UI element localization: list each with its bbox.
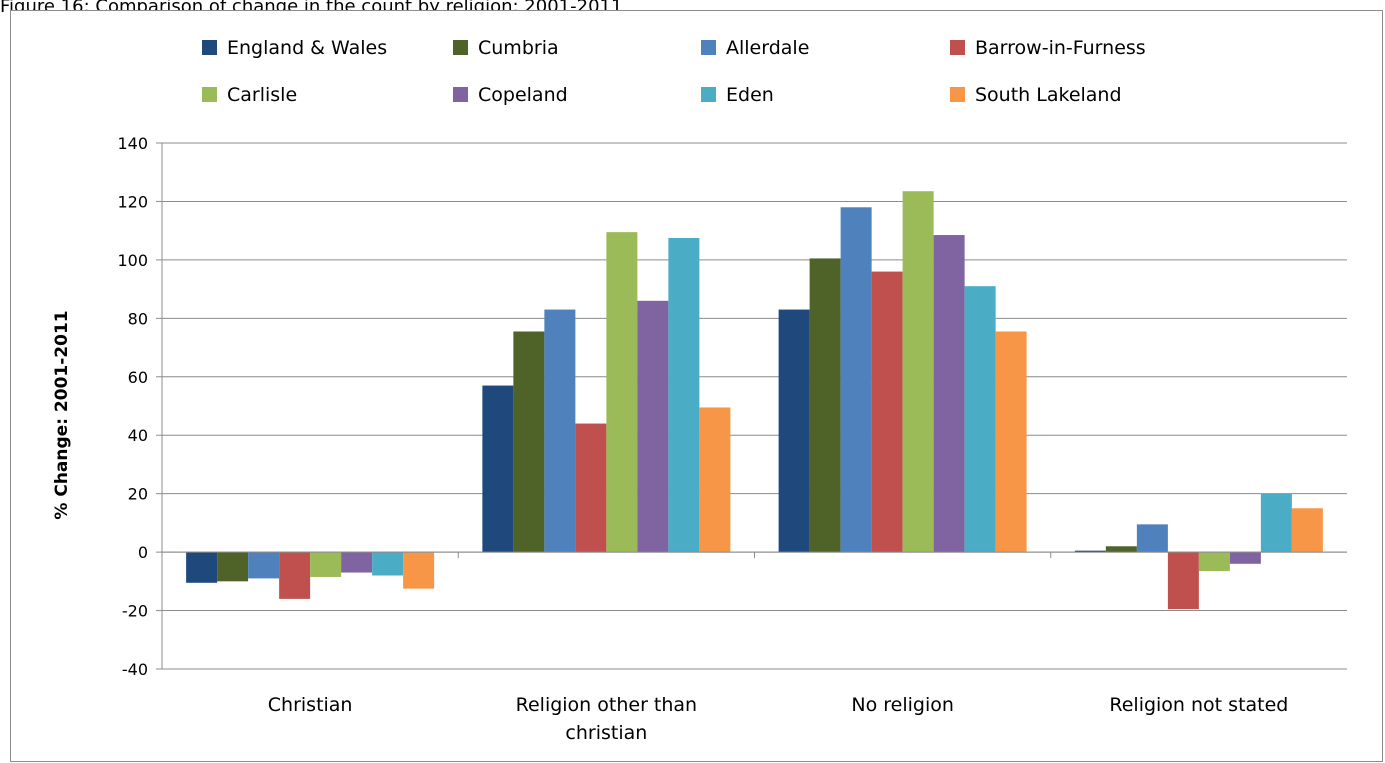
y-tick-labels: -40 -20 0 20 40 60 80 100 120 140 [117,134,148,679]
x-tick-label: Christian [268,694,353,716]
bar-south-lakeland-no-religion [995,331,1027,553]
y-tick-label: 120 [117,192,148,211]
legend-swatch [950,87,965,102]
legend-item-copeland: Copeland [453,84,568,106]
bar-eden-religion-not-stated [1260,493,1292,553]
y-tick-label: 80 [128,309,148,328]
bars [186,191,1323,610]
x-tick-labels: Christian Religion other than christian No … [268,694,1289,744]
y-axis-label: % Change: 2001-2011 [52,310,72,519]
y-tick-label: 20 [128,485,148,504]
bar-cumbria-no-religion [809,258,841,553]
legend-label: Eden [726,84,774,106]
bar-copeland-religion-other-than-christian [637,300,669,553]
bar-england-wales-religion-not-stated [1074,550,1106,553]
x-tick-label: No religion [851,694,954,716]
y-tick-label: 100 [117,251,148,270]
legend-swatch [701,40,716,55]
y-tick-label: 0 [138,543,148,562]
bar-copeland-christian [341,552,373,573]
legend-label: Carlisle [227,84,297,106]
legend-item-south-lakeland: South Lakeland [950,84,1122,106]
legend-item-england-wales: England & Wales [202,37,387,59]
bar-eden-religion-other-than-christian [668,237,700,553]
bar-allerdale-religion-not-stated [1136,524,1168,553]
legend-label: South Lakeland [975,84,1122,106]
chart-frame: England & Wales Cumbria Allerdale Barrow-in… [10,10,1383,762]
legend-item-barrow-in-furness: Barrow-in-Furness [950,37,1146,59]
bar-cumbria-christian [217,552,249,582]
legend-label: Cumbria [478,37,559,59]
legend-item-eden: Eden [701,84,774,106]
legend-swatch [202,87,217,102]
bar-carlisle-religion-not-stated [1198,552,1230,572]
bar-south-lakeland-religion-not-stated [1291,508,1323,553]
y-tick-label: 40 [128,426,148,445]
bar-allerdale-religion-other-than-christian [544,309,576,553]
axes [161,143,1347,669]
legend: England & Wales Cumbria Allerdale Barrow-in… [202,37,1146,106]
y-tick-label: 60 [128,368,148,387]
bar-copeland-no-religion [933,235,965,553]
bar-england-wales-no-religion [778,309,810,553]
legend-label: Allerdale [726,37,809,59]
legend-swatch [453,87,468,102]
y-tick-label: 140 [117,134,148,153]
bar-cumbria-religion-not-stated [1105,546,1137,553]
x-tick-label: Religion other than christian [516,694,697,744]
y-tick-label: -20 [122,602,148,621]
legend-swatch [701,87,716,102]
legend-swatch [453,40,468,55]
gridlines [156,142,1347,670]
x-tick-label: Religion not stated [1109,694,1288,716]
legend-label: Copeland [478,84,568,106]
legend-swatch [202,40,217,55]
legend-item-cumbria: Cumbria [453,37,559,59]
bar-cumbria-religion-other-than-christian [513,331,545,553]
bar-south-lakeland-christian [403,552,435,589]
bar-barrow-in-furness-religion-other-than-christian [575,423,607,553]
bar-eden-no-religion [964,286,996,553]
bar-eden-christian [372,552,404,576]
bar-chart: England & Wales Cumbria Allerdale Barrow-in… [52,37,1347,744]
bar-south-lakeland-religion-other-than-christian [699,407,731,553]
bar-england-wales-christian [186,552,218,583]
legend-item-carlisle: Carlisle [202,84,297,106]
legend-label: England & Wales [227,37,387,59]
legend-label: Barrow-in-Furness [975,37,1146,59]
bar-carlisle-no-religion [902,191,934,553]
bar-carlisle-religion-other-than-christian [606,232,638,553]
bar-copeland-religion-not-stated [1229,552,1261,564]
bar-barrow-in-furness-christian [279,552,311,599]
bar-allerdale-christian [248,552,280,579]
legend-item-allerdale: Allerdale [701,37,809,59]
bar-england-wales-religion-other-than-christian [482,385,514,553]
bar-carlisle-christian [310,552,342,577]
bar-allerdale-no-religion [840,207,872,553]
y-tick-label: -40 [122,660,148,679]
bar-barrow-in-furness-no-religion [871,271,903,553]
bar-barrow-in-furness-religion-not-stated [1167,552,1199,610]
legend-swatch [950,40,965,55]
